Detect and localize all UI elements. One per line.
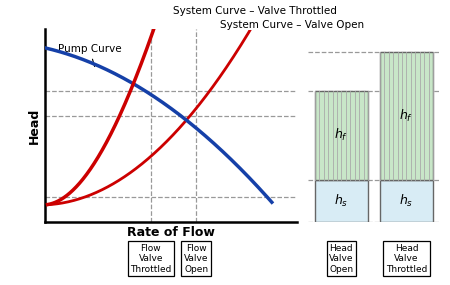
- Text: Head
Valve
Throttled: Head Valve Throttled: [386, 244, 427, 274]
- Text: $h_f$: $h_f$: [400, 108, 414, 124]
- Bar: [315, 91, 368, 180]
- Text: Flow
Valve
Throttled: Flow Valve Throttled: [130, 244, 171, 274]
- Text: $h_s$: $h_s$: [399, 193, 414, 209]
- Text: Flow
Valve
Open: Flow Valve Open: [184, 244, 208, 274]
- Bar: [380, 52, 433, 180]
- Text: System Curve – Valve Throttled: System Curve – Valve Throttled: [173, 6, 337, 16]
- Text: $h_s$: $h_s$: [334, 193, 349, 209]
- Bar: [315, 180, 368, 222]
- Text: Head
Valve
Open: Head Valve Open: [329, 244, 354, 274]
- Text: System Curve – Valve Open: System Curve – Valve Open: [220, 20, 364, 30]
- X-axis label: Rate of Flow: Rate of Flow: [127, 227, 215, 239]
- Text: Pump Curve: Pump Curve: [58, 44, 121, 66]
- Bar: [380, 180, 433, 222]
- Text: $h_f$: $h_f$: [334, 127, 348, 143]
- Y-axis label: Head: Head: [28, 107, 41, 144]
